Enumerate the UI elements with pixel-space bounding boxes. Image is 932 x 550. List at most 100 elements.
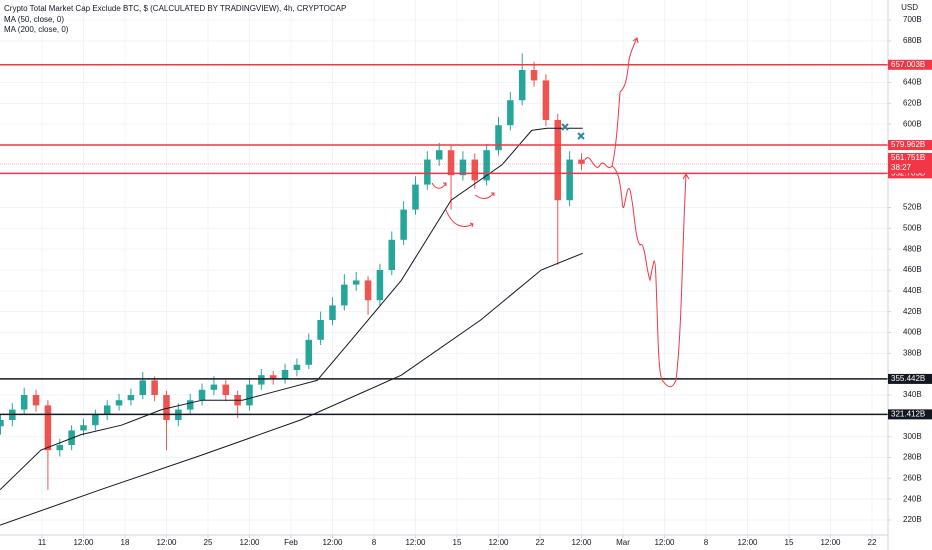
y-tick-label: 380B xyxy=(903,348,922,357)
level-label: 579.962B xyxy=(891,140,925,149)
x-marker xyxy=(577,132,585,140)
y-tick-label: 460B xyxy=(903,265,922,274)
last-price-label: 561.751B xyxy=(891,153,925,162)
candle-body xyxy=(222,384,230,395)
candle-body xyxy=(554,120,562,201)
axes xyxy=(0,0,889,550)
plot-area xyxy=(0,53,888,526)
x-tick-label: 22 xyxy=(536,538,545,547)
x-marker xyxy=(561,123,569,131)
candle-body xyxy=(20,395,28,410)
candle-body xyxy=(447,150,455,176)
y-tick-label: 280B xyxy=(903,453,922,462)
arrow-curve xyxy=(445,209,474,228)
candle-body xyxy=(542,80,550,120)
last-price-box xyxy=(888,153,932,174)
candle-body xyxy=(518,70,526,101)
x-tick-label: 12:00 xyxy=(571,538,592,547)
candle-body xyxy=(364,280,372,301)
candle-body xyxy=(163,395,170,420)
y-tick-label: 260B xyxy=(903,473,922,482)
candle-body xyxy=(68,430,75,445)
candle-body xyxy=(293,364,301,370)
candle-body xyxy=(269,375,277,379)
chart-title: Crypto Total Market Cap Exclude BTC, $ (… xyxy=(4,4,346,13)
projection-down xyxy=(611,165,687,388)
level-label-box xyxy=(888,168,932,179)
moving-average-line xyxy=(0,127,583,491)
x-tick-label: 8 xyxy=(704,538,709,547)
candle-body xyxy=(352,280,360,285)
x-tick-label: 18 xyxy=(121,538,130,547)
y-tick-label: 240B xyxy=(903,494,922,503)
x-tick-label: 12:00 xyxy=(156,538,177,547)
candle-body xyxy=(80,425,87,431)
x-tick-label: 12:00 xyxy=(239,538,260,547)
candle-body xyxy=(139,380,147,395)
arrow-head xyxy=(682,173,690,180)
x-tick-label: Mar xyxy=(616,538,630,547)
x-tick-label: 12:00 xyxy=(322,538,343,547)
candle-body xyxy=(305,339,313,365)
candle-body xyxy=(198,389,206,401)
arrow-curve xyxy=(474,192,495,199)
candle-body xyxy=(471,159,479,181)
y-tick-label: 680B xyxy=(903,36,922,45)
level-label: 355.442B xyxy=(891,374,925,383)
y-tick-label: 440B xyxy=(903,286,922,295)
candle-body xyxy=(246,384,253,406)
y-tick-label: 500B xyxy=(903,223,922,232)
candle-body xyxy=(0,420,4,427)
candle-body xyxy=(186,400,194,410)
x-markers xyxy=(561,123,585,140)
y-tick-label: 480B xyxy=(903,244,922,253)
candle-body xyxy=(115,400,123,406)
candle-body xyxy=(400,209,407,240)
x-tick-label: 12:00 xyxy=(405,538,426,547)
candle-body xyxy=(578,159,585,164)
x-tick-label: 12:00 xyxy=(737,538,758,547)
candle-body xyxy=(281,370,289,379)
candle-body xyxy=(210,384,218,390)
moving-average-line xyxy=(0,252,583,526)
candle-body xyxy=(435,150,443,160)
y-tick-label: 520B xyxy=(903,203,922,212)
x-tick-label: 15 xyxy=(453,538,462,547)
currency-label: USD xyxy=(901,3,918,12)
projection-drawing xyxy=(431,37,690,388)
candle-body xyxy=(92,414,99,426)
y-tick-label: 220B xyxy=(903,515,922,524)
countdown-label: 38:27 xyxy=(891,163,912,172)
x-tick-label: 12:00 xyxy=(488,538,509,547)
candle-body xyxy=(495,125,502,151)
candle-body xyxy=(483,150,490,181)
x-tick-label: 11 xyxy=(38,538,47,547)
candle-body xyxy=(103,405,111,415)
legend-entry: MA (50, close, 0) xyxy=(4,15,64,24)
candle-body xyxy=(329,305,336,320)
x-tick-label: 12:00 xyxy=(654,538,675,547)
candle-body xyxy=(32,395,40,406)
arrow-curve xyxy=(431,182,447,189)
projection-up xyxy=(584,37,638,168)
candle-body xyxy=(412,184,419,210)
level-label: 657.003B xyxy=(891,60,925,69)
grid xyxy=(0,0,888,535)
candle-body xyxy=(127,395,135,401)
legend-entry: MA (200, close, 0) xyxy=(4,25,69,34)
candle-body xyxy=(530,70,538,81)
x-tick-label: Feb xyxy=(284,538,298,547)
candle-body xyxy=(151,380,158,395)
y-tick-label: 700B xyxy=(903,15,922,24)
y-tick-label: 620B xyxy=(903,98,922,107)
level-label-box xyxy=(888,373,932,384)
x-tick-label: 12:00 xyxy=(73,538,94,547)
candle-body xyxy=(56,445,64,451)
y-tick-label: 640B xyxy=(903,78,922,87)
candle-body xyxy=(258,375,265,385)
candle-body xyxy=(317,320,324,340)
level-label-box xyxy=(888,59,932,70)
y-tick-label: 300B xyxy=(903,432,922,441)
x-tick-label: 25 xyxy=(204,538,213,547)
